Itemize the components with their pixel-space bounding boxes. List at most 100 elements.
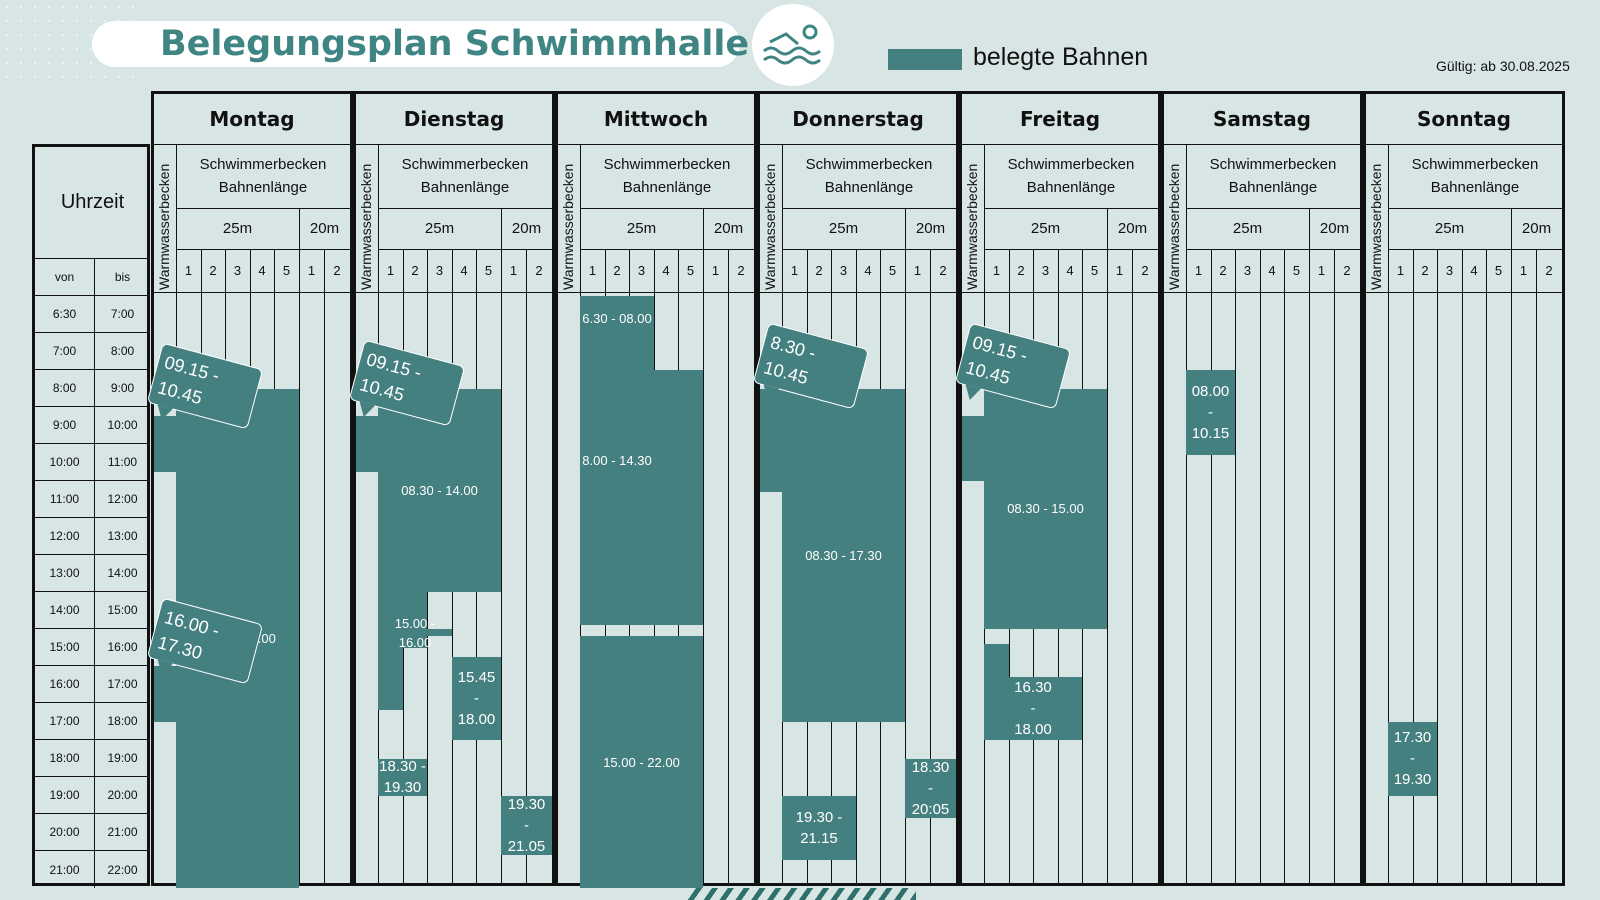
length-20m: 20m [1521,220,1552,237]
grid-line [558,292,754,293]
page-title: Belegungsplan Schwimmhalle [160,24,750,64]
length-25m: 25m [828,220,859,237]
lane-number: 1 [992,263,1001,278]
time-to: 12:00 [95,481,150,518]
swim-pool-label: Schwimmerbecken Bahnenlänge [401,156,529,196]
lane-number: 4 [460,263,468,278]
lane-number: 2 [1545,263,1553,278]
occupied-block [154,666,176,722]
lane-number: 2 [939,263,947,278]
grid-line [1388,144,1389,883]
time-from: 9:00 [35,407,95,444]
time-header-to: bis [95,259,150,296]
lane-number: 1 [386,263,395,278]
occupied-block: 19.30-21.05 [501,795,552,855]
grid-line [580,249,754,250]
time-column: Uhrzeit von bis 6:30 7:00 7:00 8:00 8:00 9:00 9:0… [32,144,150,888]
lane-number: 3 [637,263,646,278]
lane-number: 1 [588,263,597,278]
lane-number: 2 [535,263,543,278]
occupied-block: 8.00 - 14.30 [580,296,654,626]
block-time-label: 16.30-18.00 [1014,679,1052,739]
occupied-block: 17.30-19.30 [1388,721,1437,796]
lane-number: 2 [737,263,745,278]
occupied-block: 15.00 - 22.00 [580,636,703,888]
block-time-label: 18.30-20:05 [911,758,950,818]
occupied-block: 08.30 - 17.30 [782,388,905,722]
occupied-block [403,592,427,648]
occupied-block: 15.45-18.00 [452,656,501,740]
grid-line [984,208,1158,209]
time-to: 14:00 [95,555,150,592]
occupied-block [154,416,176,472]
time-from: 6:30 [35,296,95,333]
grid-line [1437,249,1438,883]
time-from: 13:00 [35,555,95,592]
lane-number: 2 [815,263,823,278]
length-20m: 20m [1319,220,1350,237]
grid-line [324,249,325,883]
grid-line [1186,249,1360,250]
lane-number: 2 [1421,263,1429,278]
length-25m: 25m [1232,220,1263,237]
grid-line [728,249,729,883]
time-to: 11:00 [95,444,150,481]
grid-line [782,208,956,209]
time-to: 8:00 [95,333,150,370]
legend-label: belegte Bahnen [973,43,1149,71]
occupied-block: 08.30 - 15.00 [984,388,1107,629]
lane-number: 2 [1141,263,1149,278]
lane-number: 5 [686,263,695,278]
swim-pool-label: Schwimmerbecken Bahnenlänge [603,156,731,196]
lane-number: 5 [888,263,897,278]
lane-number: 5 [1494,263,1503,278]
occupied-block: 19.30 -21.15 [782,795,856,861]
lane-number: 4 [864,263,872,278]
day-header: Montag [154,94,350,145]
lane-number: 2 [1017,263,1025,278]
lane-number: 1 [184,263,193,278]
time-header-from: von [35,259,95,296]
grid-line [962,292,1158,293]
lane-number: 3 [233,263,242,278]
grid-line [1366,292,1562,293]
grid-line [1388,249,1562,250]
lane-number: 1 [1396,263,1405,278]
swim-pool-label: Schwimmerbecken Bahnenlänge [199,156,327,196]
block-time-label: 08.00-10.15 [1191,383,1230,443]
lane-number: 1 [509,263,518,278]
grid-line [703,208,704,883]
time-to: 19:00 [95,740,150,777]
lane-number: 1 [790,263,799,278]
warm-pool-label: Warmwasserbecken [1368,163,1384,290]
grid-line [1486,249,1487,883]
block-time-label: 08.30 - 14.00 [401,482,478,498]
lane-number: 4 [1470,263,1478,278]
length-25m: 25m [222,220,253,237]
valid-date: Gültig: ab 30.08.2025 [1436,58,1570,74]
block-time-label: 18.30 -19.30 [379,758,426,796]
lane-number: 2 [411,263,419,278]
grid-line [580,208,754,209]
time-from: 10:00 [35,444,95,481]
lane-number: 5 [1090,263,1099,278]
occupied-block: 18.30-20:05 [905,758,956,818]
lane-number: 1 [1194,263,1203,278]
occupied-block: 18.30 -19.30 [378,758,427,796]
day-header: Dienstag [356,94,552,145]
grid-line [1462,249,1463,883]
time-to: 10:00 [95,407,150,444]
grid-line [176,208,350,209]
time-from: 8:00 [35,370,95,407]
grid-line [1164,292,1360,293]
title-banner [92,21,740,67]
time-from: 12:00 [35,518,95,555]
block-time-label: 15.45-18.00 [457,668,496,728]
lane-number: 2 [1343,263,1351,278]
block-time-label: 19.30-21.05 [507,795,546,855]
lane-number: 3 [1243,263,1252,278]
time-from: 21:00 [35,851,95,888]
time-from: 7:00 [35,333,95,370]
occupied-block [356,416,378,472]
time-from: 17:00 [35,703,95,740]
